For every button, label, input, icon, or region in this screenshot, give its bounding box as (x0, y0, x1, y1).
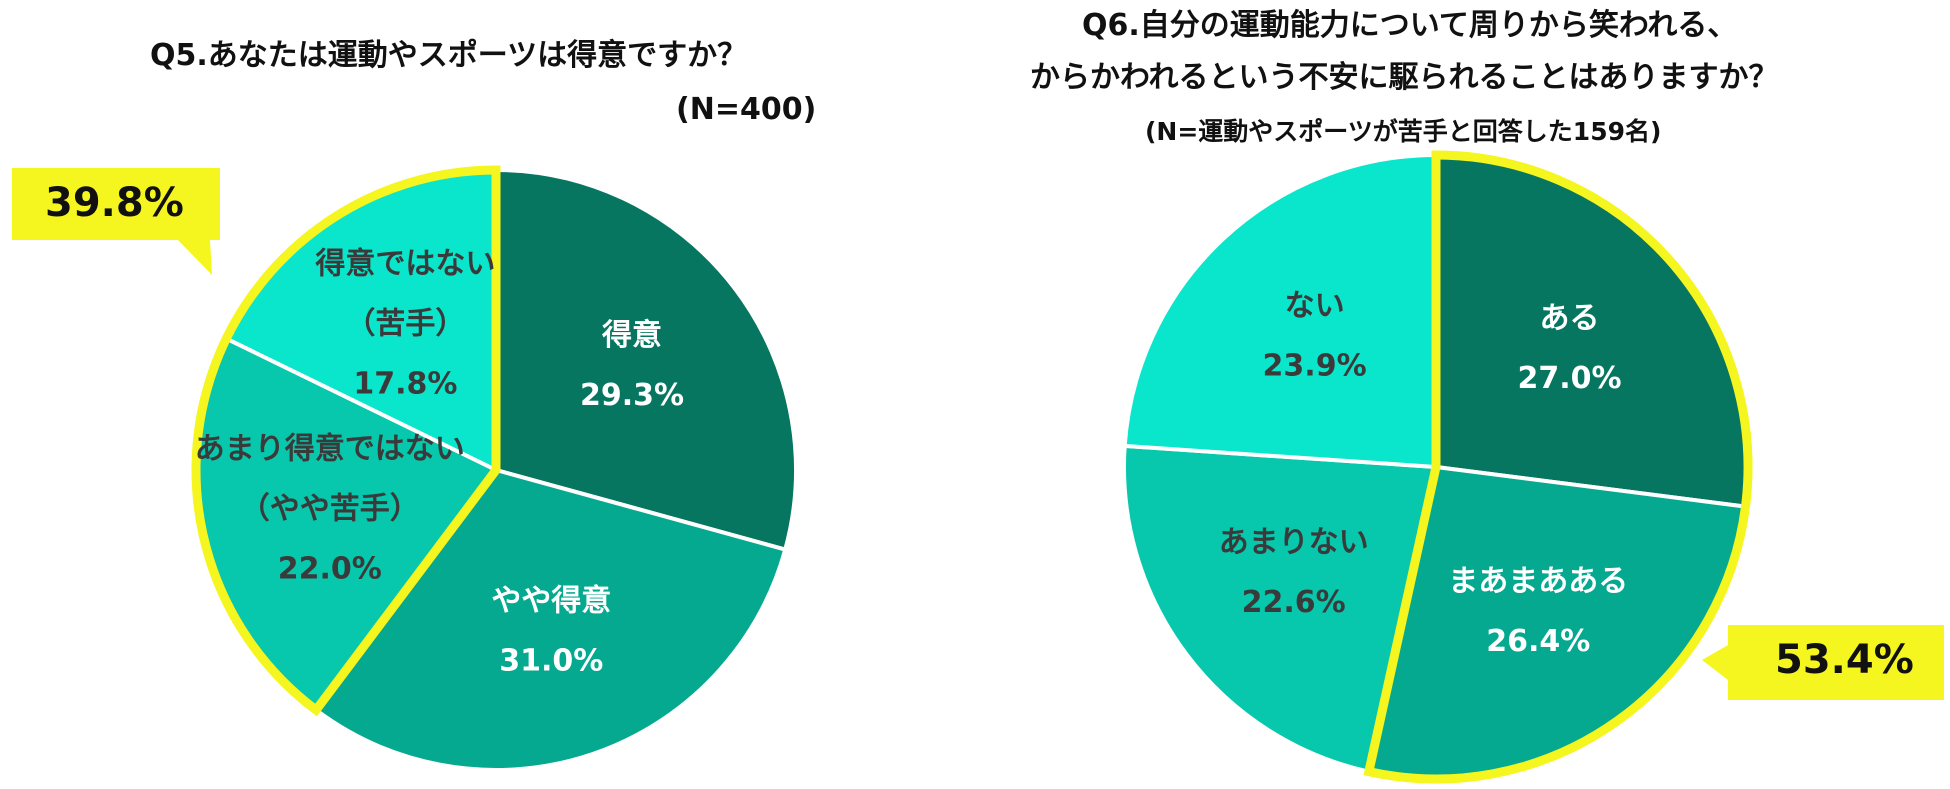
q6-slice-0-value-label: 27.0% (1517, 361, 1621, 396)
q6-pie: ある 27.0% まあまあある 26.4% あまりない 22.6% ない 23.9% (1122, 150, 1753, 784)
q6-slice-2-category-label: あまりない (1219, 525, 1369, 560)
q5-callout-value: 39.8% (45, 180, 184, 226)
q6-callout-value: 53.4% (1775, 637, 1914, 683)
q6-highlight-outline (1363, 150, 1753, 784)
q6-slice-1-category-label: まあまあある (1448, 564, 1628, 599)
q5-pie: 得意 29.3% やや得意 31.0% あまり得意ではない （やや苦手） 22.0% 得意では… (191, 165, 798, 772)
q6-slice-2 (1122, 443, 1438, 774)
q5-callout-bubble (12, 168, 220, 275)
q6-callout-bubble (1702, 625, 1944, 700)
q6-slice-3-value-label: 23.9% (1263, 349, 1367, 384)
q6-sample-size: (N=運動やスポーツが苦手と回答した159名) (1145, 117, 1662, 146)
q5-sample-size: (N=400) (676, 92, 817, 127)
q5-slice-1-value-label: 31.0% (499, 643, 603, 678)
q5-chart-title: Q5.あなたは運動やスポーツは得意ですか？ (150, 38, 748, 73)
q6-chart-title-line1: Q6.自分の運動能力について周りから笑われる、 (1082, 8, 1738, 43)
q5-highlight-outline (191, 165, 501, 717)
q5-slice-0 (494, 168, 798, 552)
q5-slice-1-category-label: やや得意 (491, 583, 611, 618)
q5-slice-2-category-label: （やや苦手） (240, 492, 420, 527)
q6-chart-title-line2: からかわれるという不安に駆られることはありますか？ (1030, 60, 1779, 95)
q6-slice-0-category-label: ある (1540, 301, 1600, 336)
q6-slice-2-value-label: 22.6% (1242, 585, 1346, 620)
q5-slice-2-value-label: 22.0% (278, 552, 382, 587)
q5-slice-0-value-label: 29.3% (580, 378, 684, 413)
q5-slice-2-category-label: あまり得意ではない (195, 432, 465, 467)
q5-slice-3-value-label: 17.8% (353, 367, 457, 402)
q5-slice-3-category-label: 得意ではない (314, 247, 495, 282)
q6-slice-3 (1122, 153, 1438, 469)
q5-slice-0-category-label: 得意 (601, 318, 662, 353)
q6-slice-3-category-label: ない (1285, 289, 1345, 324)
q5-slice-1 (314, 468, 788, 772)
q6-slice-1-value-label: 26.4% (1486, 624, 1590, 659)
q5-slice-3-category-label: （苦手） (345, 307, 465, 342)
